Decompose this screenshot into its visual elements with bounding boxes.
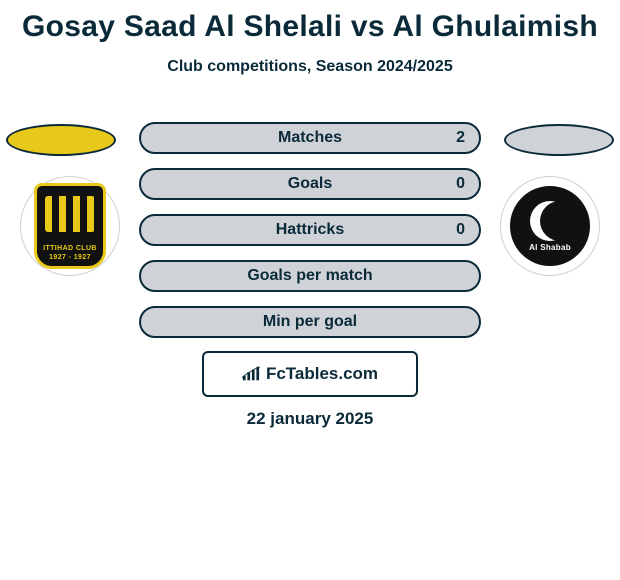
right-club-badge: Al Shabab [500, 176, 600, 276]
brand-text: FcTables.com [266, 364, 378, 384]
stat-row-hattricks: Hattricks 0 [139, 214, 481, 246]
right-player-ellipse [504, 124, 614, 156]
stat-row-goals: Goals 0 [139, 168, 481, 200]
comparison-card: Gosay Saad Al Shelali vs Al Ghulaimish C… [0, 0, 620, 580]
stat-right-value: 2 [456, 129, 465, 147]
subtitle: Club competitions, Season 2024/2025 [0, 58, 620, 76]
stat-row-min-per-goal: Min per goal [139, 306, 481, 338]
left-badge-label: ITTIHAD CLUB [43, 245, 97, 253]
stat-label: Goals [288, 175, 332, 193]
bar-chart-icon [242, 366, 260, 382]
stat-label: Min per goal [263, 313, 357, 331]
left-badge-year: 1927 - 1927 [49, 254, 91, 262]
stat-label: Hattricks [276, 221, 344, 239]
shabab-crest-icon: Al Shabab [507, 183, 593, 269]
stat-right-value: 0 [456, 221, 465, 239]
stat-row-goals-per-match: Goals per match [139, 260, 481, 292]
date-line: 22 january 2025 [0, 409, 620, 429]
stat-label: Matches [278, 129, 342, 147]
ittihad-crest-icon: ITTIHAD CLUB 1927 - 1927 [34, 183, 106, 269]
stat-right-value: 0 [456, 175, 465, 193]
stat-label: Goals per match [247, 267, 372, 285]
left-club-badge: ITTIHAD CLUB 1927 - 1927 [20, 176, 120, 276]
stat-row-matches: Matches 2 [139, 122, 481, 154]
stat-rows: Matches 2 Goals 0 Hattricks 0 Goals per … [139, 122, 481, 352]
brand-box: FcTables.com [202, 351, 418, 397]
right-badge-label: Al Shabab [529, 243, 571, 252]
left-player-ellipse [6, 124, 116, 156]
page-title: Gosay Saad Al Shelali vs Al Ghulaimish [0, 0, 620, 44]
